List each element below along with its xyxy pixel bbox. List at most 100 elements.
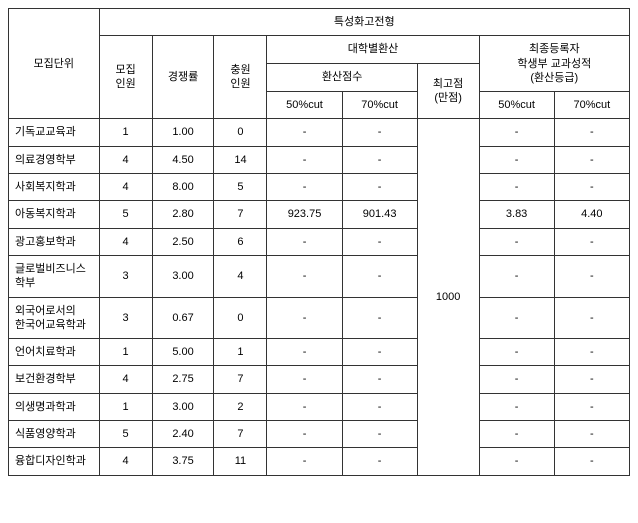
header-final-reg: 최종등록자학생부 교과성적(환산등급)	[479, 36, 629, 92]
cell-g70: -	[554, 393, 629, 420]
cell-fill: 11	[214, 448, 267, 475]
cell-recruit: 1	[99, 119, 152, 146]
cell-fill: 2	[214, 393, 267, 420]
cell-c70: -	[342, 119, 417, 146]
cell-g70: -	[554, 448, 629, 475]
cell-fill: 0	[214, 119, 267, 146]
cell-g50: -	[479, 339, 554, 366]
header-grade-cut70: 70%cut	[554, 92, 629, 119]
cell-g50: -	[479, 174, 554, 201]
header-grade-cut50: 50%cut	[479, 92, 554, 119]
cell-fill: 6	[214, 228, 267, 255]
cell-c50: -	[267, 339, 342, 366]
cell-g50: -	[479, 255, 554, 297]
cell-g50: -	[479, 297, 554, 339]
cell-c70: -	[342, 421, 417, 448]
cell-ratio: 2.50	[152, 228, 214, 255]
cell-dept: 기독교교육과	[9, 119, 100, 146]
cell-c50: 923.75	[267, 201, 342, 228]
cell-fill: 14	[214, 146, 267, 173]
cell-fill: 4	[214, 255, 267, 297]
cell-c50: -	[267, 421, 342, 448]
cell-recruit: 1	[99, 393, 152, 420]
header-unit: 모집단위	[9, 9, 100, 119]
header-univ-conv: 대학별환산	[267, 36, 479, 63]
cell-g70: -	[554, 255, 629, 297]
cell-g50: -	[479, 146, 554, 173]
header-conv-cut50: 50%cut	[267, 92, 342, 119]
cell-dept: 광고홍보학과	[9, 228, 100, 255]
cell-recruit: 3	[99, 297, 152, 339]
cell-g70: -	[554, 228, 629, 255]
cell-c70: -	[342, 228, 417, 255]
table-row: 식품영양학과52.407----	[9, 421, 630, 448]
table-row: 기독교교육과11.000--1000--	[9, 119, 630, 146]
cell-ratio: 3.75	[152, 448, 214, 475]
table-row: 의료경영학부44.5014----	[9, 146, 630, 173]
cell-g50: 3.83	[479, 201, 554, 228]
cell-recruit: 5	[99, 421, 152, 448]
cell-g70: -	[554, 146, 629, 173]
table-row: 외국어로서의한국어교육학과30.670----	[9, 297, 630, 339]
cell-c70: -	[342, 339, 417, 366]
cell-g50: -	[479, 448, 554, 475]
table-row: 광고홍보학과42.506----	[9, 228, 630, 255]
cell-fill: 7	[214, 421, 267, 448]
cell-ratio: 1.00	[152, 119, 214, 146]
cell-c70: -	[342, 146, 417, 173]
cell-dept: 사회복지학과	[9, 174, 100, 201]
table-body: 기독교교육과11.000--1000--의료경영학부44.5014----사회복…	[9, 119, 630, 475]
cell-c50: -	[267, 366, 342, 393]
header-conv-score: 환산점수	[267, 63, 417, 92]
table-row: 언어치료학과15.001----	[9, 339, 630, 366]
cell-g70: -	[554, 339, 629, 366]
cell-ratio: 5.00	[152, 339, 214, 366]
cell-ratio: 2.40	[152, 421, 214, 448]
header-main-title: 특성화고전형	[99, 9, 629, 36]
cell-c70: -	[342, 174, 417, 201]
table-row: 융합디자인학과43.7511----	[9, 448, 630, 475]
cell-c50: -	[267, 119, 342, 146]
cell-fill: 1	[214, 339, 267, 366]
header-competition: 경쟁률	[152, 36, 214, 119]
cell-c50: -	[267, 255, 342, 297]
cell-ratio: 2.80	[152, 201, 214, 228]
cell-g70: -	[554, 174, 629, 201]
cell-dept: 식품영양학과	[9, 421, 100, 448]
cell-g50: -	[479, 119, 554, 146]
cell-c70: -	[342, 448, 417, 475]
cell-c70: -	[342, 255, 417, 297]
cell-ratio: 2.75	[152, 366, 214, 393]
cell-c50: -	[267, 174, 342, 201]
cell-recruit: 4	[99, 174, 152, 201]
cell-g50: -	[479, 228, 554, 255]
cell-recruit: 1	[99, 339, 152, 366]
cell-g50: -	[479, 366, 554, 393]
cell-recruit: 4	[99, 366, 152, 393]
admissions-table: 모집단위 특성화고전형 모집인원 경쟁률 충원인원 대학별환산 최종등록자학생부…	[8, 8, 630, 476]
cell-recruit: 4	[99, 228, 152, 255]
cell-c50: -	[267, 393, 342, 420]
cell-dept: 보건환경학부	[9, 366, 100, 393]
cell-ratio: 8.00	[152, 174, 214, 201]
cell-dept: 의료경영학부	[9, 146, 100, 173]
cell-max-score: 1000	[417, 119, 479, 475]
cell-ratio: 4.50	[152, 146, 214, 173]
cell-dept: 의생명과학과	[9, 393, 100, 420]
cell-recruit: 4	[99, 448, 152, 475]
cell-g70: -	[554, 297, 629, 339]
cell-c70: -	[342, 366, 417, 393]
cell-ratio: 0.67	[152, 297, 214, 339]
cell-c50: -	[267, 297, 342, 339]
cell-recruit: 5	[99, 201, 152, 228]
cell-fill: 7	[214, 366, 267, 393]
header-fill-count: 충원인원	[214, 36, 267, 119]
cell-ratio: 3.00	[152, 255, 214, 297]
cell-fill: 0	[214, 297, 267, 339]
cell-dept: 아동복지학과	[9, 201, 100, 228]
cell-g70: -	[554, 119, 629, 146]
cell-ratio: 3.00	[152, 393, 214, 420]
header-conv-cut70: 70%cut	[342, 92, 417, 119]
cell-c70: -	[342, 393, 417, 420]
cell-dept: 언어치료학과	[9, 339, 100, 366]
